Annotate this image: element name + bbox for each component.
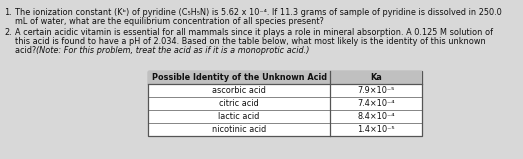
Text: acid?: acid?: [15, 46, 39, 55]
Text: citric acid: citric acid: [219, 99, 259, 108]
Text: nicotinic acid: nicotinic acid: [212, 125, 266, 134]
Text: (Note: For this problem, treat the acid as if it is a monoprotic acid.): (Note: For this problem, treat the acid …: [36, 46, 310, 55]
Text: 1.: 1.: [4, 8, 12, 17]
Text: A certain acidic vitamin is essential for all mammals since it plays a role in m: A certain acidic vitamin is essential fo…: [15, 28, 493, 37]
Text: 7.4×10⁻⁴: 7.4×10⁻⁴: [357, 99, 395, 108]
Text: 8.4×10⁻⁴: 8.4×10⁻⁴: [357, 112, 395, 121]
Text: Ka: Ka: [370, 73, 382, 82]
Text: 1.4×10⁻⁵: 1.4×10⁻⁵: [357, 125, 395, 134]
Text: ascorbic acid: ascorbic acid: [212, 86, 266, 95]
Text: mL of water, what are the equilibrium concentration of all species present?: mL of water, what are the equilibrium co…: [15, 17, 324, 26]
Text: lactic acid: lactic acid: [218, 112, 260, 121]
Text: The ionization constant (Kᵇ) of pyridine (C₅H₅N) is 5.62 x 10⁻⁴. If 11.3 grams o: The ionization constant (Kᵇ) of pyridine…: [15, 8, 502, 17]
Text: this acid is found to have a pH of 2.034. Based on the table below, what most li: this acid is found to have a pH of 2.034…: [15, 37, 486, 46]
Bar: [148, 71, 422, 136]
Text: 2.: 2.: [4, 28, 12, 37]
Bar: [148, 71, 422, 84]
Text: 7.9×10⁻⁵: 7.9×10⁻⁵: [357, 86, 395, 95]
Text: Possible Identity of the Unknown Acid: Possible Identity of the Unknown Acid: [152, 73, 326, 82]
